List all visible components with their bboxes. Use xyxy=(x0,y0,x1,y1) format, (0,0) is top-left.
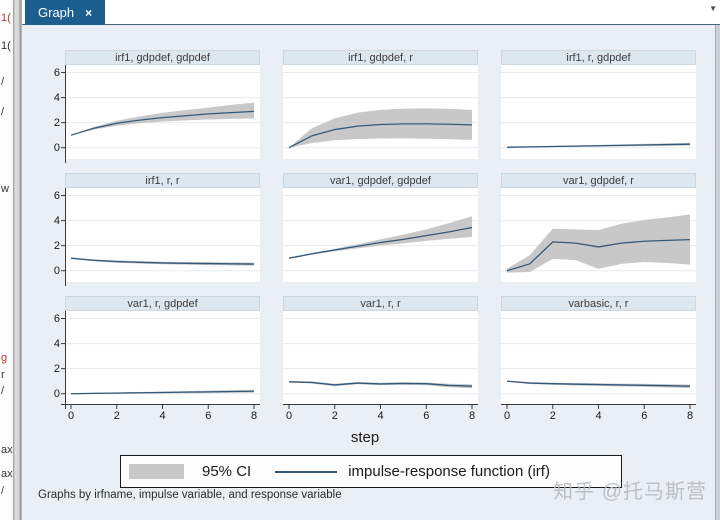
ci-band xyxy=(289,216,472,259)
irf-line xyxy=(288,123,473,149)
irf-panel: irf1, gdpdef, r xyxy=(283,50,478,159)
y-tick-label: 2 xyxy=(53,240,60,253)
x-tick-label: 2 xyxy=(113,410,120,422)
x-tick-label: 8 xyxy=(468,410,476,422)
background-text-fragment: g xyxy=(1,352,8,364)
irf-line xyxy=(70,257,255,265)
y-tick-label: 0 xyxy=(53,142,60,155)
irf-plot xyxy=(283,188,478,282)
ci-band xyxy=(71,102,254,136)
panel-title: var1, r, r xyxy=(283,296,478,311)
tab-graph[interactable]: Graph × xyxy=(25,0,106,25)
irf-panel: var1, gdpdef, r xyxy=(501,173,696,282)
irf-panel: varbasic, r, r 0 2 4 6 8 xyxy=(501,296,696,422)
graph-canvas: step 95% CI impulse-response function (i… xyxy=(22,25,715,520)
background-text-fragment: r xyxy=(1,369,5,381)
irf-line xyxy=(506,238,691,272)
x-tick-label: 8 xyxy=(686,410,694,422)
irf-plot xyxy=(61,311,260,409)
panel-title: varbasic, r, r xyxy=(501,296,696,311)
vertical-scrollbar[interactable] xyxy=(715,25,720,520)
background-text-fragment: / xyxy=(1,106,5,118)
legend-irf-label: impulse-response function (irf) xyxy=(348,463,550,480)
y-tick-label: 4 xyxy=(53,92,60,105)
x-tick-label: 2 xyxy=(549,410,556,422)
ci-band-swatch xyxy=(129,464,184,479)
irf-plot xyxy=(501,311,696,409)
irf-panel: var1, gdpdef, gdpdef xyxy=(283,173,478,282)
chevron-down-icon[interactable]: ▼ xyxy=(709,4,717,13)
ci-band xyxy=(507,214,690,273)
irf-line xyxy=(506,380,691,387)
tab-graph-label: Graph xyxy=(38,5,75,20)
irf-line xyxy=(288,381,473,387)
x-tick-label: 8 xyxy=(250,410,258,422)
y-tick-label: 6 xyxy=(53,67,60,80)
irf-line xyxy=(70,390,255,395)
irf-panel: irf1, gdpdef, gdpdef 0 2 4 6 xyxy=(54,50,260,163)
panel-title: irf1, r, gdpdef xyxy=(501,50,696,65)
y-tick-label: 6 xyxy=(53,190,60,203)
irf-panel: irf1, r, gdpdef xyxy=(501,50,696,159)
irf-line-sample xyxy=(275,470,338,473)
legend: 95% CI impulse-response function (irf) xyxy=(120,455,622,488)
y-tick-label: 6 xyxy=(53,313,60,326)
x-axis-title: step xyxy=(350,429,380,446)
y-tick-label: 4 xyxy=(53,215,60,228)
irf-panel: irf1, r, r 0 2 4 6 xyxy=(54,173,260,286)
x-tick-label: 6 xyxy=(423,410,430,422)
y-tick-label: 4 xyxy=(53,338,60,351)
background-text-fragment: ax xyxy=(1,444,13,456)
background-window-strip: 1( 1( / / w g r / ax ax / xyxy=(0,0,13,520)
window-splitter[interactable] xyxy=(13,0,22,520)
background-text-fragment: / xyxy=(1,385,5,397)
x-tick-label: 6 xyxy=(641,410,648,422)
background-text-fragment: ax xyxy=(1,468,13,480)
x-tick-label: 0 xyxy=(67,410,75,422)
panel-title: var1, gdpdef, gdpdef xyxy=(283,173,478,188)
irf-panel: var1, r, gdpdef 0 2 4 6 0 2 4 6 8 xyxy=(54,296,260,422)
x-tick-label: 4 xyxy=(377,410,384,422)
x-tick-label: 2 xyxy=(331,410,338,422)
watermark: 知乎 @托马斯营 xyxy=(553,481,707,503)
background-text-fragment: / xyxy=(1,485,5,497)
background-text-fragment: 1( xyxy=(1,40,11,52)
x-tick-label: 4 xyxy=(595,410,602,422)
x-tick-label: 0 xyxy=(285,410,293,422)
irf-line xyxy=(506,143,691,148)
irf-plot xyxy=(283,311,478,409)
irf-plot xyxy=(283,65,478,159)
ci-band xyxy=(289,108,472,148)
x-tick-label: 6 xyxy=(205,410,212,422)
background-text-fragment: w xyxy=(1,183,9,195)
irf-line xyxy=(288,226,473,259)
irf-line xyxy=(70,110,255,136)
close-icon[interactable]: × xyxy=(85,5,93,20)
graph-note: Graphs by irfname, impulse variable, and… xyxy=(38,489,342,501)
background-text-fragment: / xyxy=(1,76,5,88)
y-tick-label: 0 xyxy=(53,265,60,278)
x-tick-label: 4 xyxy=(159,410,166,422)
y-tick-label: 2 xyxy=(53,363,60,376)
panel-title: irf1, r, r xyxy=(65,173,260,188)
irf-plot xyxy=(501,65,696,159)
legend-ci-label: 95% CI xyxy=(202,463,252,480)
panel-title: irf1, gdpdef, gdpdef xyxy=(65,50,260,65)
panel-title: var1, r, gdpdef xyxy=(65,296,260,311)
irf-plot xyxy=(61,188,260,286)
ci-band xyxy=(71,257,254,266)
y-tick-label: 0 xyxy=(53,388,60,401)
ci-band xyxy=(289,381,472,389)
irf-panel: var1, r, r 0 2 4 6 8 xyxy=(283,296,478,422)
tab-bar: Graph × ▼ xyxy=(22,0,720,25)
panel-title: irf1, gdpdef, r xyxy=(283,50,478,65)
y-tick-label: 2 xyxy=(53,117,60,130)
panel-title: var1, gdpdef, r xyxy=(501,173,696,188)
irf-plot xyxy=(61,65,260,163)
x-tick-label: 0 xyxy=(503,410,511,422)
irf-plot xyxy=(501,188,696,282)
background-text-fragment: 1( xyxy=(1,12,11,24)
